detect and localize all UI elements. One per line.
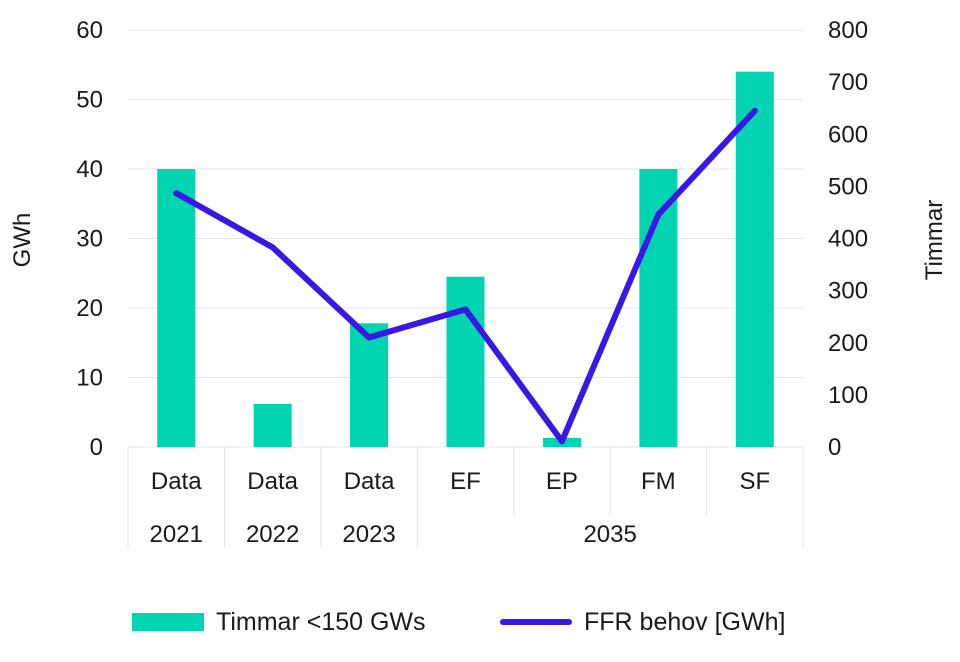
y-right-tick-label: 400 xyxy=(828,226,868,253)
legend-bar-swatch xyxy=(132,613,204,631)
y-left-tick-label: 10 xyxy=(76,365,103,392)
legend-item-bar[interactable]: Timmar <150 GWs xyxy=(132,600,426,644)
y-right-axis-title: Timmar xyxy=(921,200,948,280)
bar xyxy=(446,276,485,447)
y-left-tick-label: 50 xyxy=(76,87,103,114)
x-group-label: 2023 xyxy=(342,521,395,548)
legend-bar-label: Timmar <150 GWs xyxy=(216,607,426,636)
legend: Timmar <150 GWs FFR behov [GWh] xyxy=(0,600,960,644)
combo-chart: 01020304050600100200300400500600700800GW… xyxy=(9,17,948,548)
x-group-label: 2021 xyxy=(150,521,203,548)
x-tick-label: FM xyxy=(641,468,676,495)
x-tick-label: Data xyxy=(151,468,202,495)
y-right-tick-label: 500 xyxy=(828,173,868,200)
y-left-tick-label: 60 xyxy=(76,17,103,44)
legend-line-label: FFR behov [GWh] xyxy=(584,607,786,636)
x-tick-label: EF xyxy=(450,468,481,495)
y-left-tick-label: 30 xyxy=(76,226,103,253)
y-right-tick-label: 100 xyxy=(828,382,868,409)
bar xyxy=(350,323,389,447)
y-left-tick-label: 20 xyxy=(76,295,103,322)
y-left-tick-label: 0 xyxy=(90,434,103,461)
legend-item-line[interactable]: FFR behov [GWh] xyxy=(500,600,785,644)
y-right-tick-label: 800 xyxy=(828,17,868,44)
bar xyxy=(253,403,292,447)
y-right-tick-label: 200 xyxy=(828,330,868,357)
x-tick-label: SF xyxy=(739,468,770,495)
y-right-tick-label: 600 xyxy=(828,121,868,148)
y-left-axis-title: GWh xyxy=(9,213,36,268)
legend-line-swatch xyxy=(500,619,572,625)
bar xyxy=(735,71,774,447)
x-group-label: 2035 xyxy=(583,521,636,548)
x-tick-label: EP xyxy=(546,468,578,495)
x-group-label: 2022 xyxy=(246,521,299,548)
y-right-tick-label: 300 xyxy=(828,278,868,305)
y-right-tick-label: 700 xyxy=(828,69,868,96)
bar xyxy=(157,169,196,447)
x-tick-label: Data xyxy=(344,468,395,495)
y-left-tick-label: 40 xyxy=(76,156,103,183)
y-right-tick-label: 0 xyxy=(828,434,841,461)
x-tick-label: Data xyxy=(247,468,298,495)
